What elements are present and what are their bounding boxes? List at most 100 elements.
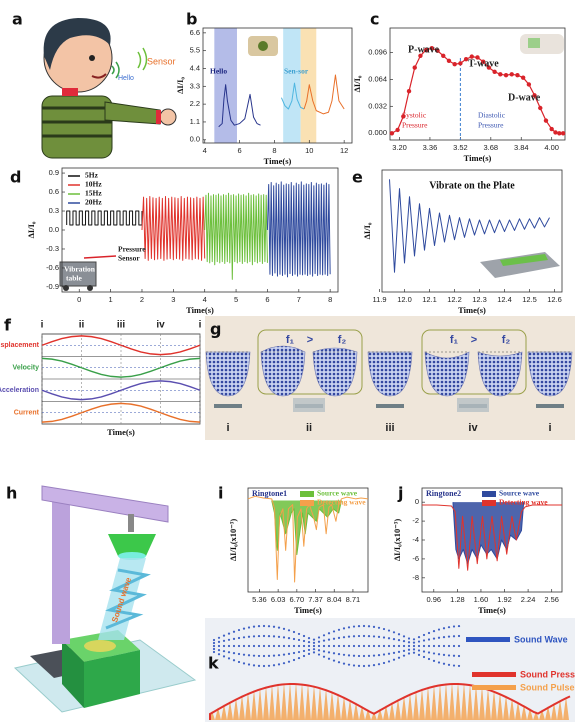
x-tick-label: 12.0 bbox=[397, 295, 412, 304]
plot-frame bbox=[389, 27, 566, 141]
freq-label: f₂ bbox=[338, 334, 347, 346]
wave-dot bbox=[257, 634, 261, 638]
wave-dot bbox=[342, 636, 346, 639]
wave-dot bbox=[297, 638, 301, 642]
wave-dot bbox=[242, 627, 246, 630]
wave-dot bbox=[437, 661, 441, 664]
x-tick-label: 3.52 bbox=[453, 143, 468, 152]
series-line bbox=[66, 210, 143, 226]
x-tick-label: 12.2 bbox=[447, 295, 462, 304]
wave-dot bbox=[337, 653, 341, 656]
freq-label: f₂ bbox=[502, 334, 511, 346]
x-tick-label: 8 bbox=[272, 146, 276, 155]
legend-text: 5Hz bbox=[85, 171, 99, 180]
legend-swatch bbox=[482, 491, 496, 497]
wave-dot bbox=[267, 644, 271, 648]
annotation: Vibration bbox=[64, 265, 96, 274]
legend-swatch bbox=[300, 491, 314, 497]
data-point bbox=[412, 65, 417, 70]
data-point bbox=[435, 48, 440, 53]
annotation: T-wave bbox=[468, 58, 499, 69]
wave-dot bbox=[277, 663, 281, 666]
speech-text: Hello bbox=[118, 75, 134, 82]
data-point bbox=[452, 62, 457, 67]
data-point bbox=[557, 131, 562, 136]
wave-dot bbox=[392, 658, 396, 661]
wave-dot bbox=[447, 644, 451, 648]
wave-dot bbox=[242, 653, 246, 656]
state-bar bbox=[214, 404, 242, 408]
wave-dot bbox=[422, 639, 426, 642]
x-tick-label: 0 bbox=[77, 295, 81, 304]
legend-text: Detecting wave bbox=[499, 498, 548, 507]
legend-text: 15Hz bbox=[85, 189, 102, 198]
wave-dot bbox=[347, 654, 351, 657]
wave-dot bbox=[242, 662, 246, 665]
wave-dot bbox=[232, 637, 236, 640]
wave-dot bbox=[232, 630, 236, 633]
annotation: Pressure bbox=[402, 121, 428, 130]
data-point bbox=[463, 56, 469, 62]
wave-dot bbox=[222, 634, 226, 637]
group-box bbox=[421, 329, 527, 395]
y-axis-label: ΔI/I₀(x10⁻³) bbox=[392, 519, 402, 561]
wave-dot bbox=[372, 664, 376, 667]
y-tick-label: 0.064 bbox=[368, 74, 387, 83]
wave-dot bbox=[457, 634, 461, 638]
data-point bbox=[543, 118, 549, 123]
sound-illustration bbox=[209, 624, 571, 720]
wave-dot bbox=[442, 636, 446, 639]
data-point bbox=[389, 131, 395, 136]
y-tick-label: 3.3 bbox=[190, 81, 200, 90]
wave-dot bbox=[447, 635, 451, 638]
x-tick-label: 2 bbox=[140, 295, 144, 304]
row-label: Acceleration bbox=[0, 387, 39, 394]
wave-dot bbox=[312, 638, 316, 641]
wave-dot bbox=[212, 650, 216, 654]
x-tick-label: 12.4 bbox=[497, 295, 512, 304]
y-tick-label: -4 bbox=[412, 535, 419, 544]
wave-dot bbox=[397, 656, 401, 659]
panel-letter: a bbox=[12, 10, 23, 29]
wave-dot bbox=[387, 644, 391, 648]
legend-swatch bbox=[472, 672, 516, 677]
wave-dot bbox=[262, 664, 266, 668]
wave-dot bbox=[297, 644, 301, 648]
y-tick-label: 0.096 bbox=[368, 47, 387, 56]
data-point bbox=[469, 54, 474, 59]
wave-dot bbox=[222, 639, 226, 642]
row-label: Displacement bbox=[0, 342, 40, 349]
annotation: Pressure bbox=[118, 245, 146, 254]
data-point bbox=[486, 65, 492, 70]
wave-dot bbox=[222, 650, 226, 653]
plate-photo bbox=[480, 252, 560, 278]
y-tick-label: 5.5 bbox=[190, 46, 200, 55]
wave-dot bbox=[422, 650, 426, 653]
x-axis-label: Time(s) bbox=[107, 427, 135, 437]
wave-dot bbox=[237, 644, 241, 648]
wave-dot bbox=[272, 654, 276, 657]
wave-dot bbox=[347, 663, 351, 666]
y-tick-label: 0.3 bbox=[49, 206, 59, 215]
wave-dot bbox=[407, 641, 411, 644]
wave-dot bbox=[247, 663, 251, 666]
annotation: Diastolic bbox=[478, 111, 506, 120]
wave-dot bbox=[292, 651, 296, 655]
wave-dot bbox=[437, 628, 441, 631]
wave-dot bbox=[357, 664, 361, 667]
legend-text: 20Hz bbox=[85, 198, 102, 207]
x-tick-label: 6.03 bbox=[271, 595, 286, 604]
y-axis-label: ΔI/I₀ bbox=[26, 221, 36, 238]
y-tick-label: -2 bbox=[412, 516, 419, 525]
wave-dot bbox=[252, 625, 256, 628]
freq-op: > bbox=[471, 334, 477, 346]
data-point bbox=[498, 72, 503, 77]
wave-dot bbox=[217, 636, 221, 639]
wave-dot bbox=[397, 650, 401, 653]
wave-dot bbox=[272, 635, 276, 638]
wave-dot bbox=[217, 653, 221, 656]
legend-text: Detecting wave bbox=[317, 498, 366, 507]
y-tick-label: -6 bbox=[412, 554, 419, 563]
wave-dot bbox=[407, 644, 411, 648]
